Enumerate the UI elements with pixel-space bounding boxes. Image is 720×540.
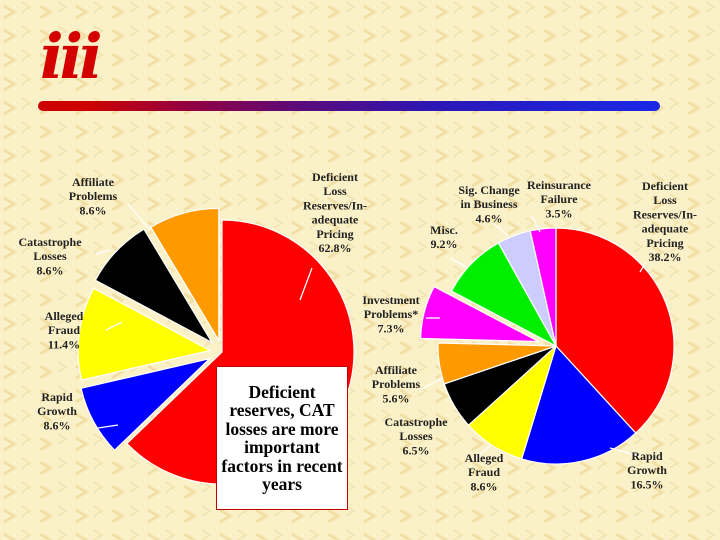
- label-2-catastrophe-losses: Catastrophe Losses 6.5%: [384, 415, 448, 457]
- leader-1-affiliate-problems: [127, 203, 151, 231]
- leader-1-alleged-fraud: [105, 321, 123, 331]
- slice-1-alleged-fraud: [77, 287, 212, 381]
- label-1-alleged-fraud: Alleged Fraud 11.4%: [45, 309, 84, 351]
- label-2-deficient-loss-reserves-in-adequate-pricing: Deficient Loss Reserves/In-adequate Pricing…: [633, 179, 697, 264]
- slice-1-affiliate-problems: [150, 207, 220, 343]
- slice-2-deficient-loss-reserves-in-adequate-pricing: [555, 227, 675, 434]
- label-1-deficient-loss-reserves-in-adequate-pricing: Deficient Loss Reserves/In-adequate Pricing…: [303, 170, 367, 255]
- leader-1-catastrophe-losses: [95, 249, 111, 255]
- label-2-misc: Misc. 9.2%: [430, 223, 458, 251]
- pie-chart-right: [420, 227, 675, 465]
- label-1-affiliate-problems: Affiliate Problems 8.6%: [69, 175, 118, 217]
- callout-box: Deficient reserves, CAT losses are more …: [216, 366, 348, 510]
- leader-2-deficient-loss-reserves-in-adequate-pricing: [639, 261, 647, 273]
- slice-2-affiliate-problems: [437, 342, 557, 385]
- pie-chart-left: [77, 207, 355, 485]
- slice-2-reinsurance-failure: [529, 227, 557, 347]
- label-1-catastrophe-losses: Catastrophe Losses 8.6%: [18, 235, 82, 277]
- slice-labels: Deficient Loss Reserves/In-adequate Pricing…: [18, 170, 697, 493]
- leader-lines: [95, 203, 647, 459]
- title-rule: [38, 101, 660, 111]
- slice-2-rapid-growth: [520, 344, 637, 465]
- leader-1-rapid-growth: [97, 424, 119, 429]
- slice-1-catastrophe-losses: [94, 228, 214, 344]
- leader-2-alleged-fraud: [475, 445, 491, 459]
- iii-logo: iii: [40, 20, 103, 93]
- leader-2-affiliate-problems: [419, 377, 443, 391]
- label-2-rapid-growth: Rapid Growth 16.5%: [627, 449, 667, 491]
- leader-2-misc: [449, 257, 469, 269]
- label-2-investment-problems: Investment Problems* 7.3%: [362, 293, 419, 335]
- label-1-rapid-growth: Rapid Growth 8.6%: [37, 390, 77, 432]
- leader-2-rapid-growth: [609, 447, 641, 457]
- callout-text: Deficient reserves, CAT losses are more …: [221, 381, 343, 494]
- leader-1-deficient-loss-reserves-in-adequate-pricing: [299, 267, 313, 301]
- label-2-alleged-fraud: Alleged Fraud 8.6%: [465, 451, 504, 493]
- slice-1-rapid-growth: [80, 357, 212, 452]
- label-2-affiliate-problems: Affiliate Problems 5.6%: [372, 363, 421, 405]
- label-2-reinsurance-failure: Reinsurance Failure 3.5%: [527, 178, 592, 220]
- label-2-sig-change-in-business: Sig. Change in Business 4.6%: [458, 183, 520, 225]
- leader-2-reinsurance-failure: [531, 215, 541, 233]
- slice-2-investment-problems: [420, 285, 539, 343]
- leader-2-sig-change-in-business: [493, 223, 509, 237]
